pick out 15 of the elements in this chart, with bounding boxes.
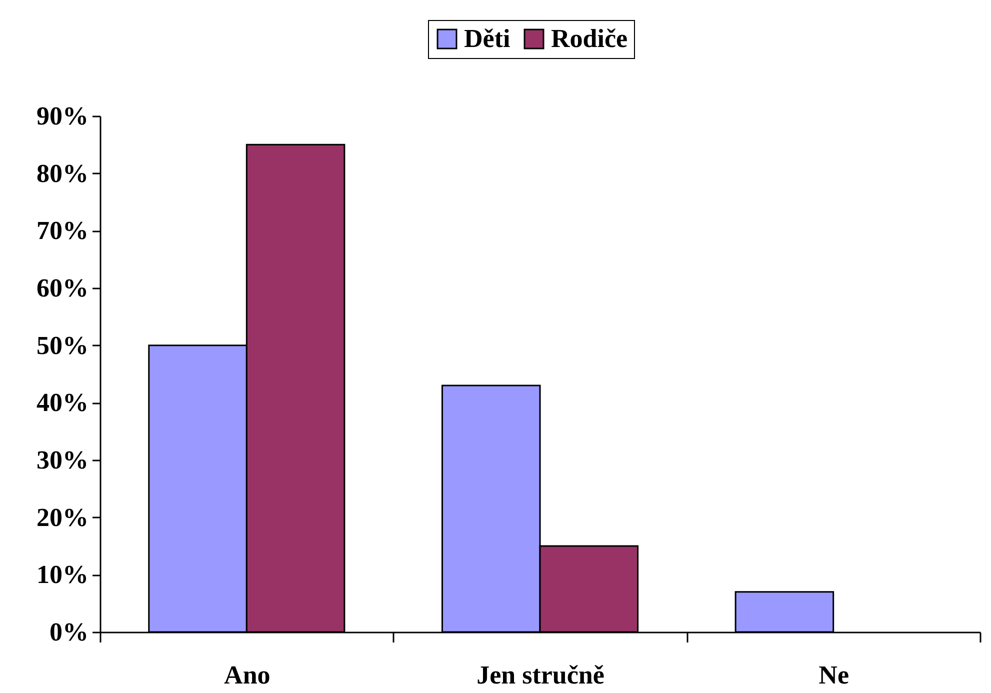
x-tick-label: Ano [224, 660, 270, 690]
y-tick-label: 20% [36, 502, 88, 532]
y-tick-label: 70% [36, 216, 88, 246]
x-tick-label: Jen stručně [476, 660, 604, 690]
legend-label: Rodiče [551, 24, 628, 53]
y-tick-label: 10% [36, 560, 88, 590]
y-tick-label: 30% [36, 446, 88, 474]
y-tick-label: 60% [36, 274, 88, 302]
y-tick-label: 50% [36, 330, 88, 360]
x-tick-label: Ne [818, 660, 849, 690]
legend-label: Děti [464, 24, 510, 53]
y-tick-label: 40% [36, 388, 88, 418]
y-tick-label: 90% [36, 102, 88, 130]
y-tick-label: 0% [50, 618, 88, 646]
y-tick-label: 80% [36, 158, 88, 188]
